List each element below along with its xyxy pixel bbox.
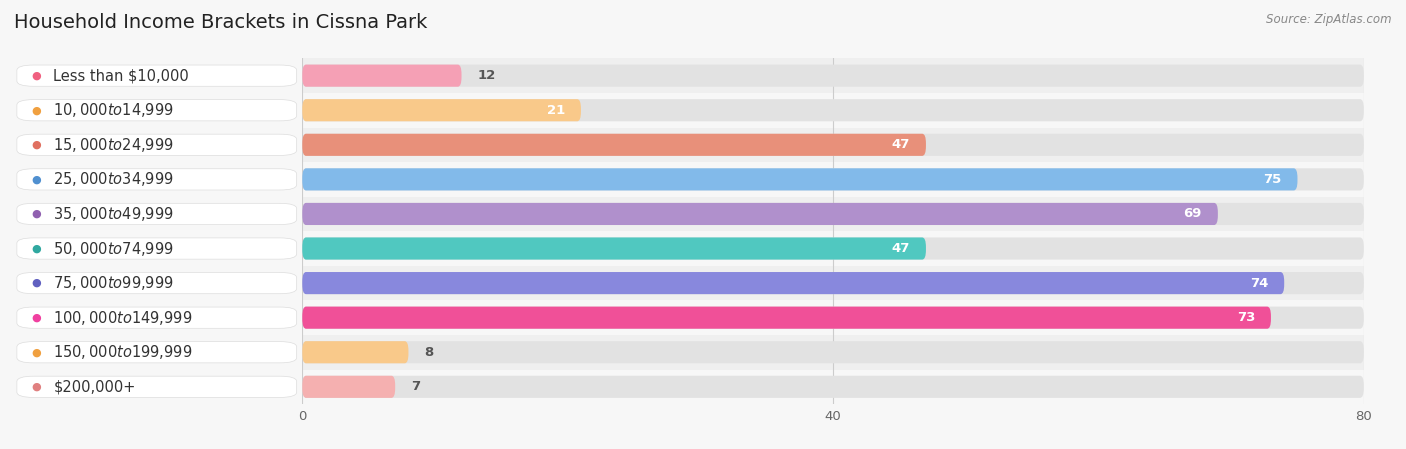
Bar — [302, 300, 1364, 335]
Bar — [302, 335, 1364, 370]
Text: $100,000 to $149,999: $100,000 to $149,999 — [53, 308, 193, 327]
Text: 47: 47 — [891, 138, 910, 151]
FancyBboxPatch shape — [302, 307, 1364, 329]
Text: ●: ● — [32, 105, 41, 115]
FancyBboxPatch shape — [302, 99, 1364, 121]
Text: $35,000 to $49,999: $35,000 to $49,999 — [53, 205, 174, 223]
Text: Household Income Brackets in Cissna Park: Household Income Brackets in Cissna Park — [14, 13, 427, 32]
FancyBboxPatch shape — [302, 65, 1364, 87]
FancyBboxPatch shape — [302, 307, 1271, 329]
Text: 69: 69 — [1184, 207, 1202, 220]
Text: Source: ZipAtlas.com: Source: ZipAtlas.com — [1267, 13, 1392, 26]
FancyBboxPatch shape — [302, 134, 1364, 156]
Text: $200,000+: $200,000+ — [53, 379, 136, 394]
Text: 74: 74 — [1250, 277, 1268, 290]
Text: ●: ● — [32, 243, 41, 254]
FancyBboxPatch shape — [302, 272, 1284, 294]
Text: ●: ● — [32, 278, 41, 288]
Text: 47: 47 — [891, 242, 910, 255]
FancyBboxPatch shape — [302, 203, 1218, 225]
Bar — [302, 231, 1364, 266]
Text: ●: ● — [32, 70, 41, 81]
FancyBboxPatch shape — [302, 168, 1364, 190]
Text: $50,000 to $74,999: $50,000 to $74,999 — [53, 239, 174, 258]
Text: $25,000 to $34,999: $25,000 to $34,999 — [53, 170, 174, 189]
FancyBboxPatch shape — [302, 203, 1364, 225]
Text: 73: 73 — [1237, 311, 1256, 324]
Bar — [302, 162, 1364, 197]
Text: 8: 8 — [425, 346, 433, 359]
Text: 75: 75 — [1264, 173, 1281, 186]
Text: $150,000 to $199,999: $150,000 to $199,999 — [53, 343, 193, 361]
FancyBboxPatch shape — [302, 134, 927, 156]
Bar — [302, 58, 1364, 93]
Text: Less than $10,000: Less than $10,000 — [53, 68, 190, 83]
Text: 12: 12 — [478, 69, 496, 82]
FancyBboxPatch shape — [302, 341, 1364, 363]
Bar — [302, 128, 1364, 162]
Bar — [302, 370, 1364, 404]
Text: $10,000 to $14,999: $10,000 to $14,999 — [53, 101, 174, 119]
Text: 7: 7 — [411, 380, 420, 393]
FancyBboxPatch shape — [302, 341, 409, 363]
Text: 21: 21 — [547, 104, 565, 117]
Text: $15,000 to $24,999: $15,000 to $24,999 — [53, 136, 174, 154]
FancyBboxPatch shape — [302, 238, 1364, 260]
Text: ●: ● — [32, 209, 41, 219]
FancyBboxPatch shape — [302, 376, 395, 398]
FancyBboxPatch shape — [302, 65, 461, 87]
Text: $75,000 to $99,999: $75,000 to $99,999 — [53, 274, 174, 292]
Bar — [302, 197, 1364, 231]
FancyBboxPatch shape — [302, 376, 1364, 398]
FancyBboxPatch shape — [302, 168, 1298, 190]
Text: ●: ● — [32, 382, 41, 392]
Bar — [302, 266, 1364, 300]
FancyBboxPatch shape — [302, 99, 581, 121]
FancyBboxPatch shape — [302, 272, 1364, 294]
Text: ●: ● — [32, 313, 41, 323]
Bar — [302, 93, 1364, 128]
Text: ●: ● — [32, 140, 41, 150]
FancyBboxPatch shape — [302, 238, 927, 260]
Text: ●: ● — [32, 347, 41, 357]
Text: ●: ● — [32, 174, 41, 185]
